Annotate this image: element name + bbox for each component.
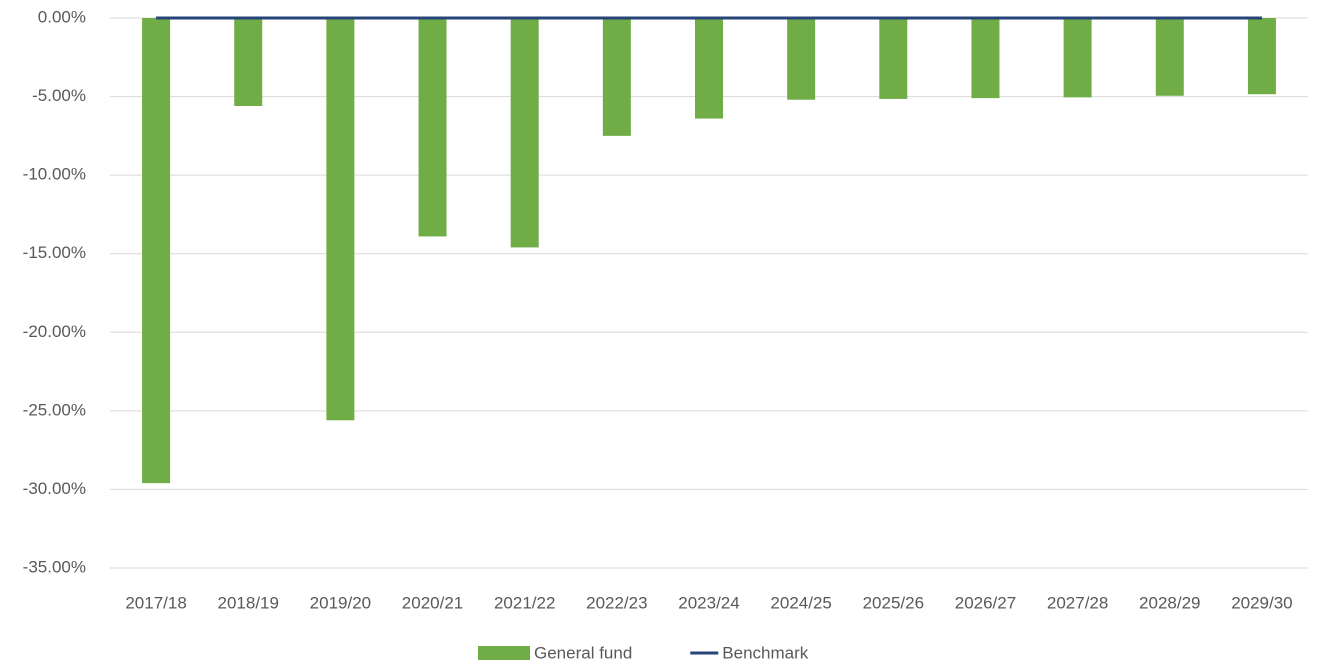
x-tick-label: 2027/28 — [1047, 593, 1108, 612]
bar — [418, 18, 447, 237]
y-tick-label: 0.00% — [38, 7, 86, 26]
bar — [879, 18, 908, 99]
x-tick-label: 2028/29 — [1139, 593, 1200, 612]
bar — [142, 18, 171, 484]
y-tick-label: -10.00% — [23, 165, 86, 184]
bar — [1063, 18, 1092, 98]
y-tick-label: -20.00% — [23, 322, 86, 341]
bar — [510, 18, 539, 248]
bar — [326, 18, 355, 421]
bar — [971, 18, 1000, 99]
x-tick-label: 2029/30 — [1231, 593, 1292, 612]
x-tick-label: 2022/23 — [586, 593, 647, 612]
bar — [1247, 18, 1276, 95]
x-tick-label: 2019/20 — [310, 593, 371, 612]
bar — [1155, 18, 1184, 96]
legend-label: General fund — [534, 643, 632, 662]
legend-label: Benchmark — [722, 643, 808, 662]
y-tick-label: -15.00% — [23, 243, 86, 262]
x-tick-label: 2026/27 — [955, 593, 1016, 612]
bar — [695, 18, 723, 119]
x-tick-label: 2025/26 — [863, 593, 924, 612]
x-tick-label: 2021/22 — [494, 593, 555, 612]
y-tick-label: -30.00% — [23, 479, 86, 498]
bar — [234, 18, 263, 106]
x-tick-label: 2023/24 — [678, 593, 739, 612]
bar — [602, 18, 631, 136]
x-tick-label: 2020/21 — [402, 593, 463, 612]
bar — [787, 18, 816, 100]
y-tick-label: -35.00% — [23, 557, 86, 576]
legend-swatch — [478, 646, 530, 660]
x-tick-label: 2024/25 — [770, 593, 831, 612]
y-tick-label: -5.00% — [32, 86, 86, 105]
y-tick-label: -25.00% — [23, 400, 86, 419]
x-tick-label: 2018/19 — [218, 593, 279, 612]
x-tick-label: 2017/18 — [125, 593, 186, 612]
